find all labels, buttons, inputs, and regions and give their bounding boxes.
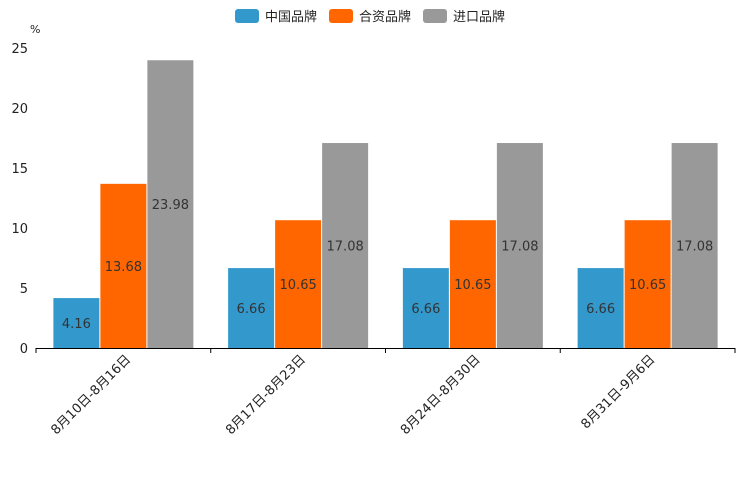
x-axis-labels: 8月10日-8月16日 8月17日-8月23日 8月24日-8月30日 8月31日-9… bbox=[48, 352, 658, 438]
legend-swatch bbox=[423, 9, 447, 23]
bar-data-label: 4.16 bbox=[62, 317, 91, 332]
bar bbox=[402, 268, 449, 348]
bar-data-label: 10.65 bbox=[454, 278, 491, 293]
y-tick-label: 15 bbox=[11, 162, 28, 177]
bar-data-label: 17.08 bbox=[327, 240, 364, 255]
bar bbox=[671, 143, 718, 348]
bar bbox=[100, 183, 147, 348]
legend: 中国品牌 合资品牌 进口品牌 bbox=[235, 9, 505, 25]
y-tick-label: 10 bbox=[11, 222, 28, 237]
bar-labels: 4.16 13.68 23.98 6.66 10.65 17.08 6.66 10.65 17.… bbox=[62, 198, 713, 332]
bar-data-label: 6.66 bbox=[411, 302, 440, 317]
x-category-label: 8月24日-8月30日 bbox=[398, 352, 484, 438]
legend-label: 合资品牌 bbox=[359, 9, 411, 25]
y-tick-label: 20 bbox=[11, 102, 28, 117]
legend-label: 中国品牌 bbox=[265, 9, 317, 25]
bar-data-label: 6.66 bbox=[237, 302, 266, 317]
bar-data-label: 17.08 bbox=[676, 240, 713, 255]
bar bbox=[624, 220, 671, 348]
x-category-label: 8月17日-8月23日 bbox=[223, 352, 309, 438]
legend-item[interactable]: 中国品牌 bbox=[235, 9, 317, 25]
bar-data-label: 23.98 bbox=[152, 198, 189, 213]
y-tick-label: 5 bbox=[20, 282, 28, 297]
legend-label: 进口品牌 bbox=[453, 9, 505, 25]
y-tick-label: 0 bbox=[20, 342, 28, 357]
bar bbox=[53, 298, 100, 348]
y-axis-unit: % bbox=[30, 23, 40, 36]
y-axis-ticks: 0 5 10 15 20 25 bbox=[11, 42, 28, 357]
bar bbox=[147, 60, 194, 349]
legend-swatch bbox=[329, 9, 353, 23]
bars bbox=[53, 60, 718, 349]
bar bbox=[577, 268, 624, 348]
y-tick-label: 25 bbox=[11, 42, 28, 57]
bar bbox=[275, 220, 322, 348]
bar bbox=[449, 220, 496, 348]
legend-item[interactable]: 进口品牌 bbox=[423, 9, 505, 25]
x-category-label: 8月10日-8月16日 bbox=[48, 352, 134, 438]
x-category-label: 8月31日-9月6日 bbox=[579, 352, 659, 432]
bar-data-label: 13.68 bbox=[105, 260, 142, 275]
bar-data-label: 10.65 bbox=[280, 278, 317, 293]
bar-data-label: 10.65 bbox=[629, 278, 666, 293]
bar bbox=[322, 143, 369, 348]
legend-item[interactable]: 合资品牌 bbox=[329, 9, 411, 25]
bar-data-label: 17.08 bbox=[501, 240, 538, 255]
bar bbox=[496, 143, 543, 348]
legend-swatch bbox=[235, 9, 259, 23]
bar bbox=[228, 268, 275, 348]
bar-data-label: 6.66 bbox=[586, 302, 615, 317]
x-axis-ticks bbox=[35, 348, 736, 353]
